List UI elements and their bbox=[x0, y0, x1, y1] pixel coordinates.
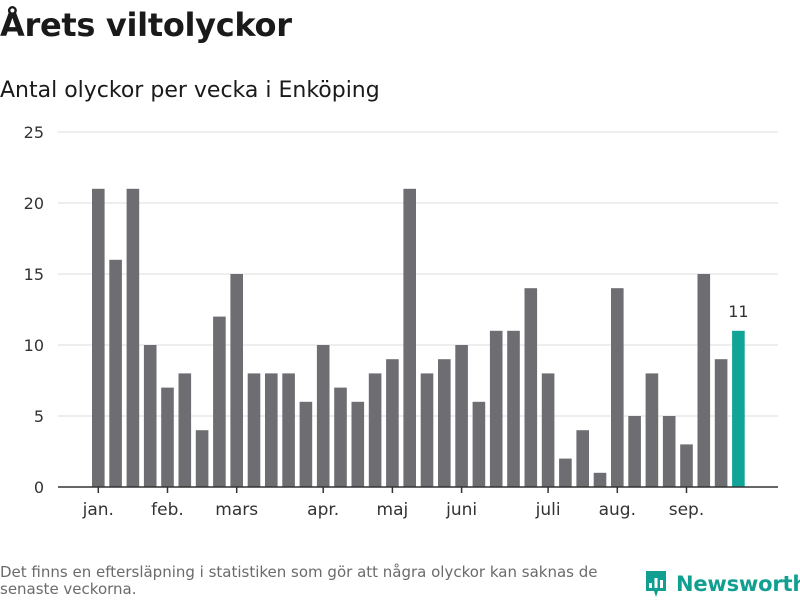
bar bbox=[195, 430, 209, 487]
bar bbox=[697, 274, 711, 487]
bar bbox=[92, 188, 105, 488]
bar bbox=[438, 359, 451, 487]
x-tick-label: maj bbox=[377, 500, 409, 520]
bar bbox=[126, 188, 140, 488]
bar-chart: 0 5 10 15 20 25 11 jan. feb. mars apr. maj juni juli a… bbox=[24, 123, 778, 520]
bar bbox=[247, 373, 261, 487]
bar bbox=[576, 430, 589, 487]
footnote: Det finns en eftersläpning i statistiken… bbox=[0, 563, 598, 598]
bar bbox=[299, 401, 313, 487]
x-tick-label: aug. bbox=[599, 500, 636, 520]
x-tick-label: apr. bbox=[307, 500, 339, 520]
bar bbox=[593, 472, 607, 487]
x-tick-label: juli bbox=[535, 500, 561, 520]
bar bbox=[662, 416, 676, 487]
x-tick-label: juni bbox=[445, 500, 477, 520]
brand-name: Newsworthy bbox=[676, 572, 800, 596]
bar bbox=[109, 259, 122, 487]
newsworthy-logo-icon bbox=[646, 571, 666, 597]
bar bbox=[213, 316, 226, 487]
y-tick-label: 20 bbox=[24, 194, 44, 213]
bar-highlight bbox=[732, 330, 745, 487]
bar bbox=[628, 416, 641, 487]
bar bbox=[680, 444, 693, 487]
data-label: 11 bbox=[728, 302, 748, 321]
chart-title: Årets viltolyckor bbox=[0, 6, 292, 44]
bar bbox=[161, 387, 174, 487]
bar bbox=[368, 373, 382, 487]
y-tick-label: 15 bbox=[24, 265, 44, 284]
bar bbox=[334, 387, 347, 487]
bar bbox=[559, 458, 572, 487]
x-tick-label: jan. bbox=[82, 500, 114, 520]
y-tick-label: 0 bbox=[34, 478, 44, 497]
chart-subtitle: Antal olyckor per vecka i Enköping bbox=[0, 78, 380, 103]
x-tick-label: sep. bbox=[669, 500, 705, 520]
bar bbox=[265, 373, 278, 487]
bar bbox=[282, 373, 295, 487]
bar bbox=[611, 288, 624, 487]
bar bbox=[455, 345, 468, 487]
bar bbox=[143, 345, 157, 487]
x-tick-label: mars bbox=[215, 500, 258, 520]
x-tick-label: feb. bbox=[151, 500, 184, 520]
bar bbox=[714, 359, 728, 487]
bar bbox=[420, 373, 434, 487]
bar bbox=[541, 373, 555, 487]
bar bbox=[386, 359, 399, 487]
bar bbox=[507, 330, 520, 487]
bar bbox=[178, 373, 192, 487]
y-tick-label: 25 bbox=[24, 123, 44, 142]
y-tick-label: 10 bbox=[24, 336, 44, 355]
y-tick-label: 5 bbox=[34, 407, 44, 426]
bar bbox=[472, 401, 486, 487]
bar bbox=[524, 288, 538, 487]
bar bbox=[351, 401, 365, 487]
bar bbox=[403, 188, 416, 488]
bar bbox=[230, 274, 243, 487]
bar bbox=[489, 330, 503, 487]
bar bbox=[645, 373, 659, 487]
brand-logo: Newsworthy bbox=[644, 568, 800, 600]
bar bbox=[316, 345, 330, 487]
